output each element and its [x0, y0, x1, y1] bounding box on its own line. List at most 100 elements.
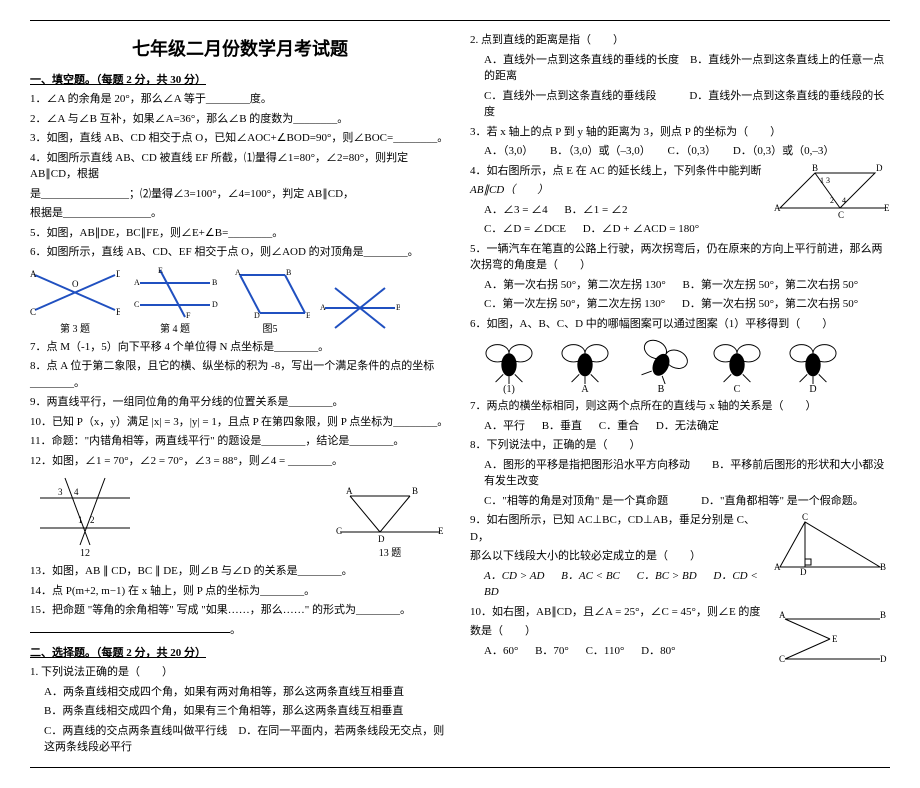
s6: 6．如图，A、B、C、D 中的哪幅图案可以通过图案（1）平移得到（ ）: [470, 316, 890, 333]
svg-text:1: 1: [78, 515, 83, 525]
q4-line3: 根据是________________。: [30, 205, 450, 222]
s7: 7．两点的横坐标相同，则这两个点所在的直线与 x 轴的关系是（ ）: [470, 398, 890, 415]
fly-a: A: [556, 336, 614, 395]
fig5-label: 图5: [263, 324, 278, 335]
s9: AC BD 9．如右图所示，已知 AC⊥BC，CD⊥AB，垂足分别是 C、D，: [470, 512, 890, 545]
fig4-label: 第 4 题: [160, 324, 190, 335]
s5-opts1: A．第一次右拐 50°，第二次左拐 130° B．第一次左拐 50°，第二次右拐…: [484, 277, 890, 294]
q4-line1: 4．如图所示直线 AB、CD 被直线 EF 所截，⑴量得∠1=80°，∠2=80…: [30, 150, 450, 183]
s3-c: C．（0,3）: [668, 145, 717, 157]
q7: 7．点 M（-1，5）向下平移 4 个单位得 N 点坐标是________。: [30, 339, 450, 356]
s3: 3．若 x 轴上的点 P 到 y 轴的距离为 3，则点 P 的坐标为（ ）: [470, 124, 890, 141]
s4-b: B．∠1 = ∠2: [564, 204, 627, 216]
left-column: 七年级二月份数学月考试题 一、填空题。（每题 2 分，共 30 分） 1．∠A …: [30, 29, 450, 759]
s8: 8．下列说法中，正确的是（ ）: [470, 437, 890, 454]
s5-opts2: C．第一次左拐 50°，第二次左拐 130° D．第一次右拐 50°，第二次右拐…: [484, 296, 890, 313]
fig3-svg: AD CB O: [30, 265, 120, 320]
s3-opts: A．（3,0） B．（3,0）或（–3,0） C．（0,3） D．（0,3）或（…: [484, 143, 890, 160]
s4-c: C．∠D = ∠DCE: [484, 223, 566, 235]
s5-d: D．第一次右拐 50°，第二次右拐 50°: [682, 298, 858, 310]
s10b: 数是（ ）: [470, 623, 890, 640]
svg-text:C: C: [802, 512, 808, 522]
svg-text:D: D: [212, 300, 218, 309]
fig-3: AD CB O 第 3 题: [30, 265, 120, 335]
svg-text:E: E: [306, 311, 310, 320]
s4-a: A．∠3 = ∠4: [484, 204, 548, 216]
fig4-svg: AB CD EF: [130, 265, 220, 320]
s7-d: D．无法确定: [656, 420, 719, 432]
svg-text:D: D: [254, 311, 260, 320]
q13: 13．如图，AB ∥ CD，BC ∥ DE，则∠B 与∠D 的关系是______…: [30, 563, 450, 580]
svg-text:2: 2: [90, 515, 95, 525]
fig6-svg: AB: [320, 280, 400, 335]
s5-b: B．第一次左拐 50°，第二次右拐 50°: [683, 279, 859, 291]
svg-text:B: B: [212, 278, 217, 287]
svg-text:C: C: [30, 307, 36, 317]
exam-page: 七年级二月份数学月考试题 一、填空题。（每题 2 分，共 30 分） 1．∠A …: [30, 20, 890, 768]
section-1-heading: 一、填空题。（每题 2 分，共 30 分）: [30, 71, 450, 87]
q8: 8．点 A 位于第二象限，且它的横、纵坐标的积为 -8，写出一个满足条件的点的坐…: [30, 358, 450, 391]
svg-text:4: 4: [74, 487, 79, 497]
s8-b: C．"相等的角是对顶角" 是一个真命题 D．"直角都相等" 是一个假命题。: [484, 493, 890, 510]
q4-line2: 是________________；⑵量得∠3=100°，∠4=100°，判定 …: [30, 186, 450, 203]
s1-a: A．两条直线相交成四个角，如果有两对角相等，那么这两条直线互相垂直: [44, 684, 450, 701]
s1-b: B．两条直线相交成四个角，如果有三个角相等，那么这两条直线互相垂直: [44, 703, 450, 720]
s2-a: A．直线外一点到这条直线的垂线的长度 B．直线外一点到这条直线上的任意一点的距离: [484, 52, 890, 85]
fly-icon: [556, 336, 614, 384]
page-title: 七年级二月份数学月考试题: [30, 35, 450, 61]
svg-text:O: O: [72, 279, 79, 289]
s1-c: C．两直线的交点两条直线叫做平行线 D．在同一平面内，若两条线段无交点，则这两条…: [44, 723, 450, 756]
s7-opts: A．平行 B．垂直 C．重合 D．无法确定: [484, 418, 890, 435]
s9b: 那么以下线段大小的比较必定成立的是（ ）: [470, 548, 890, 565]
s4-opts1: A．∠3 = ∠4 B．∠1 = ∠2: [484, 202, 890, 219]
s4b: AB∥CD（ ）: [470, 182, 890, 199]
s4b-text: AB∥CD（ ）: [470, 184, 548, 196]
fly-label-a: A: [581, 384, 588, 395]
figure-row-2: 34 12 12 AB CD E 13 题: [30, 473, 450, 559]
s9-text: 9．如右图所示，已知 AC⊥BC，CD⊥AB，垂足分别是 C、D，: [470, 514, 755, 543]
q6: 6．如图所示，直线 AB、CD、EF 相交于点 O，则∠AOD 的对顶角是___…: [30, 244, 450, 261]
fly-icon: [708, 336, 766, 384]
s4-text: 4．如右图所示，点 E 在 AC 的延长线上，下列条件中能判断: [470, 165, 762, 177]
svg-text:C: C: [134, 300, 139, 309]
fig3-label: 第 3 题: [60, 324, 90, 335]
s10-a: A．60°: [484, 645, 518, 657]
fig13-svg: AB CD E: [330, 484, 450, 544]
fly-d: D: [784, 336, 842, 395]
fly-b: B: [632, 336, 690, 395]
svg-text:B: B: [396, 303, 400, 312]
s4-opts2: C．∠D = ∠DCE D．∠D + ∠ACD = 180°: [484, 221, 890, 238]
fig13-label: 13 题: [379, 548, 402, 559]
s4-d: D．∠D + ∠ACD = 180°: [583, 223, 699, 235]
svg-text:A: A: [30, 269, 37, 279]
q11: 11．命题："内错角相等，两直线平行" 的题设是________，结论是____…: [30, 433, 450, 450]
fig12-svg: 34 12: [30, 473, 140, 548]
s1: 1. 下列说法正确的是（ ）: [30, 664, 450, 681]
q2: 2．∠A 与∠B 互补，如果∠A=36°，那么∠B 的度数为________。: [30, 111, 450, 128]
svg-text:A: A: [779, 610, 786, 620]
s10-b: B．70°: [535, 645, 569, 657]
s10: AB CD E 10．如右图，AB∥CD，且∠A = 25°，∠C = 45°，…: [470, 604, 890, 621]
s5: 5．一辆汽车在笔直的公路上行驶，两次拐弯后，仍在原来的方向上平行前进，那么两次拐…: [470, 241, 890, 274]
s10-c: C．110°: [586, 645, 625, 657]
fig12-caption: 12: [80, 548, 90, 559]
q15: 15．把命题 "等角的余角相等" 写成 "如果……，那么……" 的形式为____…: [30, 602, 450, 619]
s9-b: B．AC < BC: [561, 570, 620, 582]
svg-text:C: C: [336, 526, 342, 536]
fly-icon: [632, 336, 690, 384]
s10-opts: A．60° B．70° C．110° D．80°: [484, 643, 890, 660]
s3-b: B．（3,0）或（–3,0）: [550, 145, 651, 157]
svg-text:D: D: [876, 163, 883, 173]
svg-text:B: B: [812, 163, 818, 173]
q9: 9．两直线平行，一组同位角的角平分线的位置关系是________。: [30, 394, 450, 411]
fly-row: (1) A B C D: [480, 336, 890, 395]
s7-b: B．垂直: [542, 420, 582, 432]
fly-icon: [480, 336, 538, 384]
q3: 3．如图，直线 AB、CD 相交于点 O，已知∠AOC+∠BOD=90°，则∠B…: [30, 130, 450, 147]
q5: 5．如图，AB∥DE，BC∥FE，则∠E+∠B=________。: [30, 225, 450, 242]
fly-label-c: C: [734, 384, 741, 395]
fig5-svg: AB DE: [230, 265, 310, 320]
q10: 10．已知 P（x，y）满足 |x| = 3，|y| = 1，且点 P 在第四象…: [30, 414, 450, 431]
svg-text:B: B: [116, 307, 120, 317]
s2: 2. 点到直线的距离是指（ ）: [470, 32, 890, 49]
